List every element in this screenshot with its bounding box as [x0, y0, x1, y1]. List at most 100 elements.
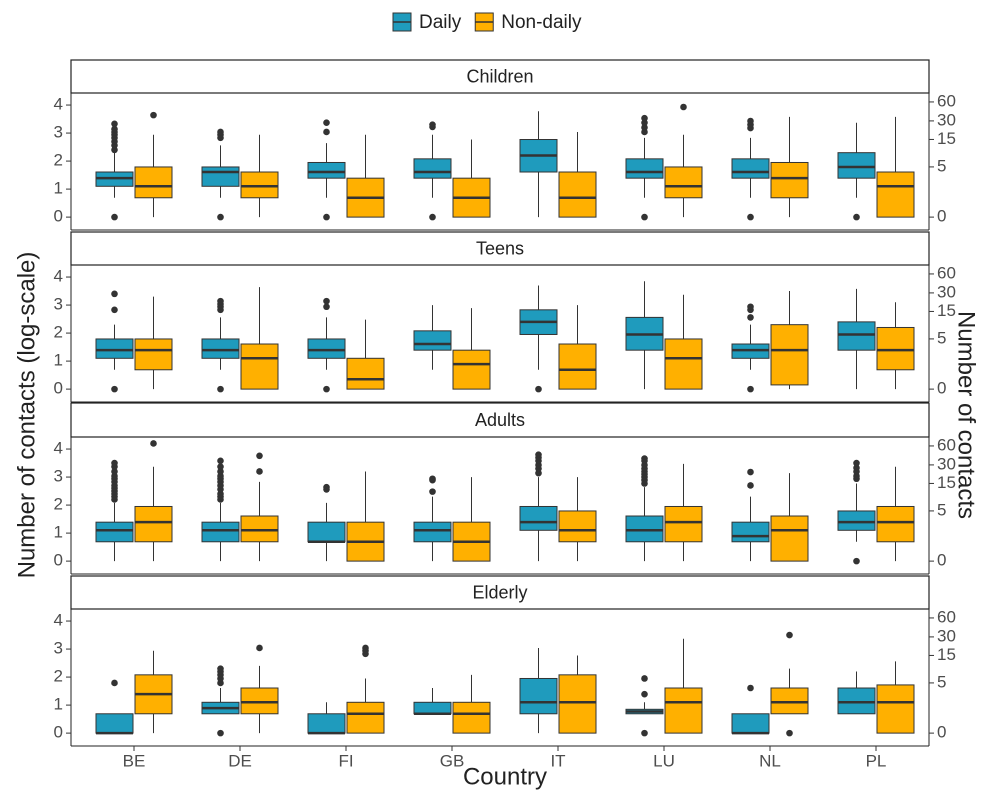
outlier	[217, 297, 224, 305]
y2-tick-label: 15	[937, 645, 956, 664]
y-tick-label: 4	[54, 439, 63, 458]
outlier	[256, 644, 263, 652]
box	[346, 701, 385, 734]
box	[240, 515, 279, 543]
outlier	[111, 468, 118, 475]
outlier	[150, 440, 157, 447]
y-axis-label: Number of contacts (log-scale)	[13, 252, 40, 579]
outlier	[111, 290, 118, 298]
box	[837, 321, 876, 351]
box	[770, 161, 809, 199]
outlier	[150, 111, 157, 119]
box	[876, 505, 915, 543]
strip-title: Elderly	[472, 582, 527, 602]
outlier	[641, 114, 648, 122]
box	[837, 687, 876, 715]
outlier	[429, 488, 436, 495]
y-tick-label: 1	[54, 523, 63, 542]
outlier	[323, 297, 330, 305]
box	[95, 338, 134, 359]
box	[307, 338, 346, 359]
outlier	[535, 385, 542, 393]
outlier	[217, 385, 224, 393]
box	[307, 161, 346, 179]
outlier	[217, 468, 224, 475]
outlier	[853, 213, 860, 221]
box	[240, 343, 279, 390]
y-tick-label: 4	[54, 267, 63, 286]
outlier	[323, 385, 330, 393]
box	[876, 326, 915, 371]
y2-tick-label: 0	[937, 379, 946, 398]
outlier	[256, 452, 263, 460]
box	[95, 521, 134, 543]
box	[731, 158, 770, 179]
x-tick-label: FI	[338, 751, 353, 770]
outlier	[747, 303, 754, 311]
outlier	[641, 690, 648, 698]
outlier	[747, 482, 754, 489]
box	[307, 521, 346, 543]
box	[134, 505, 173, 543]
outlier	[323, 303, 330, 311]
y-tick-label: 1	[54, 351, 63, 370]
y2-axis-label: Number of contacts	[953, 311, 980, 519]
outlier	[747, 684, 754, 692]
y-tick-label: 2	[54, 495, 63, 514]
x-tick-label: DE	[228, 751, 252, 770]
box	[95, 713, 134, 734]
y2-tick-label: 60	[937, 263, 956, 282]
box	[240, 171, 279, 199]
x-tick-label: IT	[550, 751, 565, 770]
legend-label: Non-daily	[501, 12, 582, 33]
y2-tick-label: 30	[937, 454, 956, 473]
outlier	[786, 729, 793, 737]
outlier	[111, 306, 118, 314]
strip-title: Teens	[476, 238, 524, 258]
box	[413, 330, 452, 351]
outlier	[362, 644, 369, 652]
box	[876, 684, 915, 734]
outlier	[256, 468, 263, 475]
y2-tick-label: 30	[937, 282, 956, 301]
box	[558, 510, 597, 543]
outlier	[853, 557, 860, 565]
box	[413, 521, 452, 543]
x-tick-label: LU	[653, 751, 675, 770]
outlier	[111, 213, 118, 221]
box	[625, 158, 664, 179]
outlier	[680, 103, 687, 111]
x-tick-label: BE	[123, 751, 146, 770]
x-tick-label: NL	[759, 751, 781, 770]
box	[558, 674, 597, 734]
box	[201, 338, 240, 359]
strip	[70, 59, 930, 94]
box	[201, 166, 240, 187]
x-tick-label: PL	[866, 751, 887, 770]
box	[558, 171, 597, 218]
box	[837, 152, 876, 179]
box	[307, 713, 346, 734]
outlier	[429, 121, 436, 128]
box	[731, 521, 770, 543]
y2-tick-label: 5	[937, 672, 946, 691]
outlier	[111, 679, 118, 687]
outlier	[323, 128, 330, 136]
box	[413, 158, 452, 179]
y-tick-label: 0	[54, 551, 63, 570]
y-tick-label: 2	[54, 667, 63, 686]
outlier	[217, 729, 224, 737]
box	[558, 343, 597, 390]
outlier	[535, 451, 542, 458]
box	[346, 357, 385, 390]
outlier	[217, 128, 224, 136]
y-tick-label: 0	[54, 723, 63, 742]
outlier	[111, 125, 118, 133]
y-tick-label: 4	[54, 95, 63, 114]
y2-tick-label: 5	[937, 500, 946, 519]
outlier	[641, 675, 648, 682]
box	[452, 349, 491, 390]
box	[134, 338, 173, 371]
